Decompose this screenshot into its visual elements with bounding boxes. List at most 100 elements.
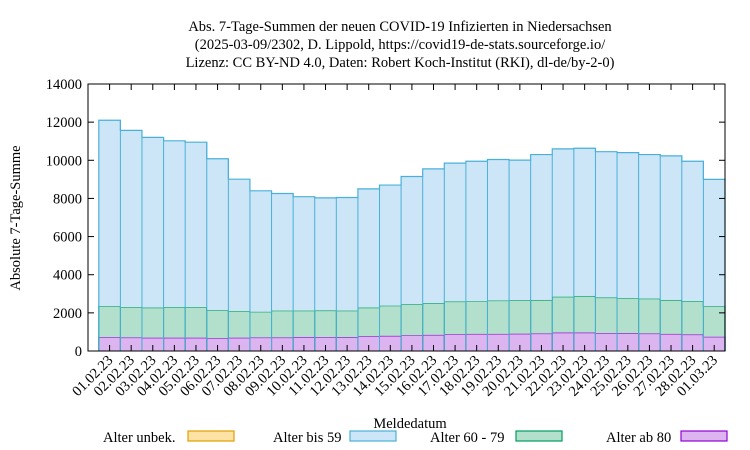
bar-15.02.23 — [401, 176, 423, 305]
bar-04.02.23 — [163, 140, 186, 308]
bar-17.02.23 — [444, 301, 466, 335]
bar-09.02.23 — [271, 193, 294, 311]
bar-13.02.23 — [357, 188, 380, 308]
bar-22.02.23 — [552, 296, 574, 333]
bar-28.02.23 — [681, 161, 704, 302]
bar-01.02.23 — [98, 337, 121, 351]
bar-12.02.23 — [336, 337, 358, 351]
bar-01.02.23 — [98, 306, 121, 338]
bar-21.02.23 — [530, 333, 553, 351]
chart-title: Abs. 7-Tage-Summen der neuen COVID-19 In… — [186, 19, 615, 71]
bar-12.02.23 — [336, 197, 358, 311]
legend-swatch-unbek — [187, 430, 235, 442]
bar-05.02.23 — [185, 337, 207, 351]
bar-02.02.23 — [120, 337, 142, 351]
bar-08.02.23 — [249, 311, 272, 338]
bar-18.02.23 — [465, 161, 488, 302]
bar-24.02.23 — [595, 297, 618, 334]
bar-19.02.23 — [487, 159, 510, 301]
bar-23.02.23 — [573, 332, 596, 351]
y-tick-label: 14000 — [46, 77, 82, 93]
legend-swatch-60_79 — [515, 430, 563, 442]
bar-13.02.23 — [357, 336, 380, 351]
bar-05.02.23 — [185, 142, 207, 308]
y-tick-label: 8000 — [53, 191, 82, 207]
legend-swatch-bis59 — [349, 430, 397, 442]
bar-26.02.23 — [638, 154, 661, 299]
bar-03.02.23 — [141, 307, 164, 338]
bar-02.02.23 — [120, 130, 142, 308]
bar-21.02.23 — [530, 154, 553, 300]
bar-01.02.23 — [98, 120, 121, 307]
legend-label-bis59: Alter bis 59 — [273, 430, 341, 446]
bar-02.02.23 — [120, 307, 142, 338]
bar-21.02.23 — [530, 299, 553, 334]
bar-06.02.23 — [206, 338, 229, 351]
bar-23.02.23 — [573, 148, 596, 296]
bar-23.02.23 — [573, 295, 596, 333]
bar-08.02.23 — [249, 190, 272, 312]
bar-19.02.23 — [487, 300, 510, 334]
y-tick-label: 10000 — [46, 153, 82, 169]
bar-18.02.23 — [465, 333, 488, 351]
bar-14.02.23 — [379, 335, 402, 351]
bar-28.02.23 — [681, 334, 704, 351]
bar-04.02.23 — [163, 337, 186, 351]
bar-03.02.23 — [141, 337, 164, 351]
legend-label-60_79: Alter 60 - 79 — [430, 430, 505, 446]
legend-label-ab80: Alter ab 80 — [606, 430, 671, 446]
y-axis-title: Absolute 7-Tage-Summe — [8, 145, 24, 290]
bar-10.02.23 — [293, 336, 315, 351]
bar-27.02.23 — [660, 333, 682, 351]
bar-25.02.23 — [617, 333, 639, 351]
bar-20.02.23 — [509, 160, 531, 301]
bar-22.02.23 — [552, 148, 574, 297]
bar-15.02.23 — [401, 335, 423, 351]
bar-14.02.23 — [379, 185, 402, 306]
bar-25.02.23 — [617, 298, 639, 334]
legend-label-unbek: Alter unbek. — [103, 430, 175, 446]
series-outline — [98, 119, 726, 351]
y-tick-label: 4000 — [53, 268, 82, 284]
bar-16.02.23 — [422, 168, 445, 304]
bar-09.02.23 — [271, 310, 294, 338]
bar-07.02.23 — [228, 337, 250, 351]
bar-10.02.23 — [293, 196, 315, 311]
bar-18.02.23 — [465, 301, 488, 334]
bar-16.02.23 — [422, 303, 445, 335]
bar-27.02.23 — [660, 299, 682, 334]
y-tick-label: 0 — [75, 344, 82, 360]
bar-04.02.23 — [163, 307, 186, 338]
y-tick-label: 2000 — [53, 306, 82, 322]
bar-16.02.23 — [422, 334, 445, 351]
bar-06.02.23 — [206, 310, 229, 339]
y-tick-label: 6000 — [53, 230, 82, 246]
legend-swatch-ab80 — [680, 430, 728, 442]
bar-11.02.23 — [314, 197, 337, 311]
bar-28.02.23 — [681, 301, 704, 335]
bar-14.02.23 — [379, 305, 402, 336]
chart-title-line-3: Lizenz: CC BY-ND 4.0, Daten: Robert Koch… — [186, 55, 615, 71]
y-tick-label: 12000 — [46, 115, 82, 131]
bar-03.02.23 — [141, 137, 164, 308]
bar-13.02.23 — [357, 307, 380, 337]
bar-06.02.23 — [206, 158, 229, 311]
bar-01.03.23 — [703, 306, 725, 337]
bar-24.02.23 — [595, 333, 618, 351]
bar-17.02.23 — [444, 163, 466, 302]
bar-25.02.23 — [617, 152, 639, 299]
bar-11.02.23 — [314, 337, 337, 351]
legend: Alter unbek. Alter bis 59 Alter 60 - 79 Alt… — [103, 430, 728, 446]
bar-24.02.23 — [595, 151, 618, 298]
plot-frame — [87, 83, 726, 352]
bar-08.02.23 — [249, 337, 272, 351]
bar-17.02.23 — [444, 334, 466, 351]
bar-27.02.23 — [660, 155, 682, 300]
bar-11.02.23 — [314, 310, 337, 338]
x-axis-title: Meldedatum — [373, 416, 447, 432]
series-alter-bis-59 — [98, 119, 726, 351]
chart-title-line-1: Abs. 7-Tage-Summen der neuen COVID-19 In… — [188, 19, 612, 35]
bar-12.02.23 — [336, 310, 358, 338]
bar-10.02.23 — [293, 310, 315, 337]
